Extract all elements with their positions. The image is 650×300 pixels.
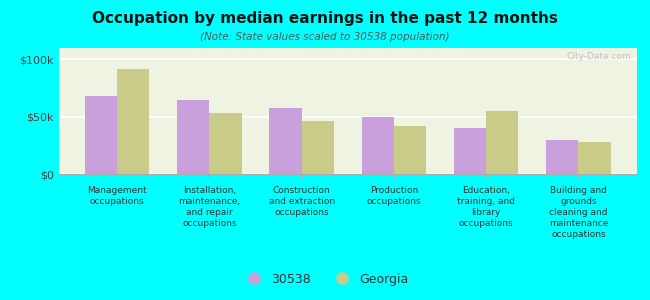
- Text: Occupation by median earnings in the past 12 months: Occupation by median earnings in the pas…: [92, 11, 558, 26]
- Bar: [546, 140, 578, 174]
- Bar: [209, 113, 242, 174]
- Text: Installation,
maintenance,
and repair
occupations: Installation, maintenance, and repair oc…: [178, 186, 240, 228]
- Bar: [578, 142, 611, 174]
- Text: Education,
training, and
library
occupations: Education, training, and library occupat…: [457, 186, 515, 228]
- Bar: [117, 69, 150, 174]
- Text: Building and
grounds
cleaning and
maintenance
occupations: Building and grounds cleaning and mainte…: [549, 186, 608, 239]
- Bar: [84, 96, 117, 174]
- Bar: [269, 108, 302, 174]
- Legend: 30538, Georgia: 30538, Georgia: [236, 268, 414, 291]
- Bar: [177, 100, 209, 174]
- Bar: [394, 126, 426, 174]
- Text: (Note: State values scaled to 30538 population): (Note: State values scaled to 30538 popu…: [200, 32, 450, 41]
- Text: Construction
and extraction
occupations: Construction and extraction occupations: [268, 186, 335, 217]
- Bar: [361, 117, 394, 174]
- Text: City-Data.com: City-Data.com: [567, 52, 631, 61]
- Text: Production
occupations: Production occupations: [367, 186, 421, 206]
- Bar: [454, 128, 486, 174]
- Text: Management
occupations: Management occupations: [87, 186, 147, 206]
- Bar: [486, 111, 519, 174]
- Bar: [302, 121, 334, 174]
